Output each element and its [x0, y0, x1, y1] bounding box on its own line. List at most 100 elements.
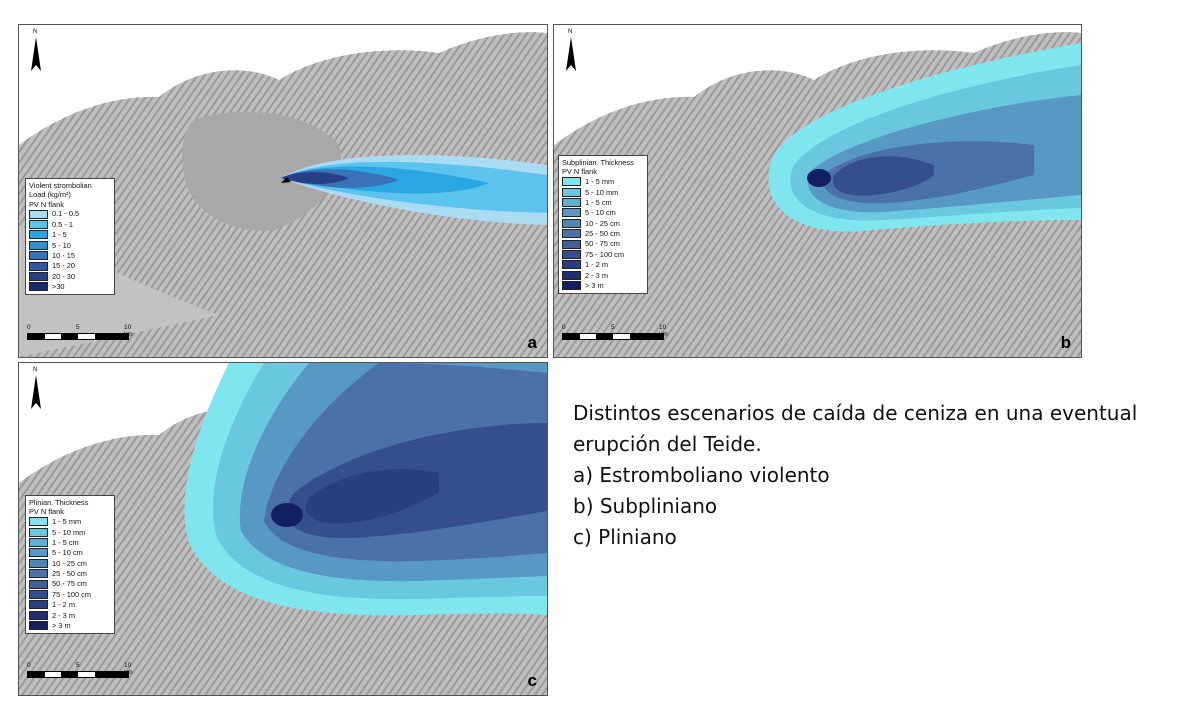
- plume-c-core: [271, 503, 303, 527]
- legend-b-item: 1 - 5 cm: [562, 197, 644, 208]
- legend-c: Plinian. Thickness PV N flank 1 - 5 mm 5 …: [25, 495, 115, 634]
- legend-label: 10 - 15: [52, 251, 76, 260]
- legend-c-item: 50 - 75 cm: [29, 579, 111, 589]
- legend-a-item: 15 - 20: [29, 261, 111, 271]
- scale-bar-b: 0 5 10 km: [562, 324, 668, 340]
- north-label: N: [33, 29, 38, 35]
- legend-c-item: 2 - 3 m: [29, 610, 111, 620]
- legend-c-title-2: PV N flank: [29, 507, 64, 517]
- north-label: N: [33, 367, 38, 373]
- legend-b-item: 75 - 100 cm: [562, 249, 644, 260]
- legend-swatch: [562, 198, 581, 208]
- legend-label: 5 - 10 mm: [585, 187, 619, 197]
- plume-a-zone-5: [281, 171, 349, 185]
- north-arrow-icon: [566, 37, 576, 71]
- legend-swatch: [29, 600, 48, 610]
- legend-c-title-1: Plinian. Thickness: [29, 498, 89, 507]
- legend-label: 75 - 100 cm: [585, 249, 625, 259]
- legend-label: 2 - 3 m: [52, 610, 75, 620]
- caption-line-5: c) Pliniano: [573, 525, 677, 549]
- legend-label: 10 - 25 cm: [52, 558, 87, 568]
- legend-swatch: [562, 229, 581, 239]
- scale-tick-5: 5: [76, 324, 80, 331]
- legend-c-item: 10 - 25 cm: [29, 558, 111, 568]
- legend-label: 1 - 5 cm: [585, 197, 612, 207]
- legend-label: 75 - 100 cm: [52, 589, 92, 599]
- legend-swatch: [29, 538, 48, 548]
- legend-swatch: [29, 590, 48, 600]
- legend-label: 5 - 10 cm: [585, 208, 616, 218]
- plume-c-zone-6: [305, 469, 439, 524]
- legend-swatch: [29, 261, 48, 271]
- legend-b-item: 1 - 5 mm: [562, 177, 644, 187]
- legend-swatch: [29, 517, 48, 527]
- scale-tick-10: 10 km: [124, 662, 133, 676]
- legend-swatch: [29, 621, 48, 631]
- scale-tick-0: 0: [562, 324, 566, 331]
- legend-label: 20 - 30: [52, 271, 76, 281]
- legend-swatch: [29, 569, 48, 579]
- legend-a-item: 0.1 - 0.5: [29, 209, 111, 219]
- scale-tick-10: 10 km: [659, 324, 668, 338]
- legend-a-item: 10 - 15: [29, 250, 111, 261]
- legend-a-item: 0.5 - 1: [29, 219, 111, 229]
- scale-bar-a: 0 5 10 km: [27, 324, 133, 340]
- legend-b-item: 1 - 2 m: [562, 260, 644, 270]
- legend-label: 1 - 2 m: [585, 260, 608, 270]
- caption-line-4: b) Subpliniano: [573, 494, 718, 518]
- scale-tick-5: 5: [76, 662, 80, 669]
- legend-c-item: 1 - 5 cm: [29, 537, 111, 548]
- legend-c-rows: 1 - 5 mm 5 - 10 mm 1 - 5 cm 5 - 10 cm 10 - 2…: [29, 517, 111, 631]
- legend-c-item: 1 - 2 m: [29, 600, 111, 610]
- legend-swatch: [29, 548, 48, 558]
- legend-swatch: [562, 239, 581, 249]
- legend-label: >30: [52, 282, 65, 292]
- legend-swatch: [29, 558, 48, 568]
- scale-tick-5: 5: [611, 324, 615, 331]
- legend-c-item: 75 - 100 cm: [29, 589, 111, 600]
- legend-a-title-1: Violent strombolian: [29, 181, 92, 190]
- legend-label: 1 - 5 mm: [585, 177, 615, 187]
- caption-line-2: erupción del Teide.: [573, 432, 762, 456]
- legend-label: 1 - 5 mm: [52, 517, 82, 527]
- legend-swatch: [29, 527, 48, 537]
- legend-b-rows: 1 - 5 mm 5 - 10 mm 1 - 5 cm 5 - 10 cm 10 - 2…: [562, 177, 644, 291]
- legend-c-item: > 3 m: [29, 621, 111, 631]
- north-label: N: [568, 29, 573, 35]
- legend-label: 5 - 10: [52, 240, 71, 250]
- legend-swatch: [562, 187, 581, 197]
- north-arrow-icon: [31, 37, 41, 71]
- legend-label: 50 - 75 cm: [52, 579, 87, 589]
- legend-swatch: [29, 251, 48, 261]
- map-panel-c: N Plinian. Thickness PV N flank 1 - 5 mm…: [18, 362, 548, 696]
- legend-swatch: [562, 281, 581, 291]
- legend-b-item: 25 - 50 cm: [562, 229, 644, 239]
- figure-caption: Distintos escenarios de caída de ceniza …: [573, 398, 1137, 553]
- legend-label: 1 - 2 m: [52, 600, 75, 610]
- scale-tick-10: 10 km: [124, 324, 133, 338]
- legend-swatch: [29, 240, 48, 250]
- scale-tick-0: 0: [27, 662, 31, 669]
- legend-b-item: 2 - 3 m: [562, 270, 644, 280]
- legend-swatch: [29, 209, 48, 219]
- legend-swatch: [29, 579, 48, 589]
- legend-swatch: [562, 208, 581, 218]
- legend-label: 25 - 50 cm: [585, 229, 620, 239]
- caption-line-1: Distintos escenarios de caída de ceniza …: [573, 401, 1138, 425]
- plume-a: [281, 155, 547, 225]
- legend-label: 2 - 3 m: [585, 270, 608, 280]
- legend-swatch: [562, 270, 581, 280]
- legend-a-item: >30: [29, 282, 111, 292]
- legend-label: 1 - 5: [52, 230, 67, 240]
- legend-swatch: [29, 230, 48, 240]
- vent-marker: [281, 177, 291, 183]
- legend-swatch: [29, 282, 48, 292]
- legend-swatch: [562, 177, 581, 187]
- legend-swatch: [562, 250, 581, 260]
- legend-c-item: 5 - 10 mm: [29, 527, 111, 537]
- legend-a-item: 20 - 30: [29, 271, 111, 281]
- legend-swatch: [562, 260, 581, 270]
- panel-label-b: b: [1060, 333, 1071, 352]
- legend-swatch: [29, 610, 48, 620]
- legend-swatch: [29, 219, 48, 229]
